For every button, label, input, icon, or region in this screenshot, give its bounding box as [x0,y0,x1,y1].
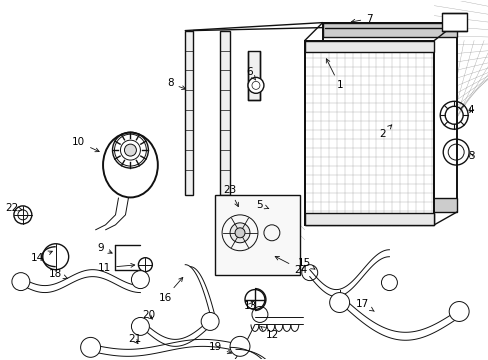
Ellipse shape [258,216,285,250]
Bar [304,41,433,225]
Circle shape [263,201,280,219]
Bar [304,41,433,225]
Text: 14: 14 [31,251,52,263]
Text: 22: 22 [5,203,22,213]
Text: 20: 20 [142,310,155,320]
Bar [304,41,433,53]
Text: 17: 17 [355,298,373,311]
Circle shape [131,318,149,336]
Circle shape [12,273,30,291]
Bar [304,41,433,53]
Text: 10: 10 [72,137,99,152]
Circle shape [448,302,468,321]
Text: 21: 21 [127,334,141,345]
Text: 8: 8 [166,78,185,90]
Text: 19: 19 [208,342,231,354]
Text: 15: 15 [298,258,314,269]
Text: 6: 6 [246,67,255,80]
Text: 24: 24 [275,256,307,275]
Circle shape [201,312,219,330]
Circle shape [229,223,249,243]
Bar [215,195,299,275]
Bar [441,13,466,31]
Circle shape [247,77,264,93]
Polygon shape [247,50,260,100]
Text: 9: 9 [97,243,112,253]
Text: 7: 7 [350,14,372,24]
Ellipse shape [103,133,158,197]
Polygon shape [220,31,229,195]
Bar [304,213,433,225]
Circle shape [124,144,136,156]
Circle shape [81,337,101,357]
Circle shape [131,271,149,289]
Text: 11: 11 [98,263,134,273]
Text: 3: 3 [467,151,473,161]
Text: 4: 4 [467,105,473,115]
Text: 5: 5 [256,200,268,210]
Text: 18: 18 [49,269,68,279]
Bar [304,213,433,225]
Text: 1: 1 [325,59,342,90]
Bar [322,23,456,212]
Circle shape [235,228,244,238]
Circle shape [329,293,349,312]
Text: 23: 23 [223,185,238,207]
Polygon shape [185,31,193,195]
Circle shape [229,336,249,356]
Text: 2: 2 [378,125,391,139]
Bar [304,41,433,225]
Text: 13: 13 [243,301,256,311]
Text: 12: 12 [260,327,279,341]
Bar [322,23,456,37]
Text: 16: 16 [159,278,183,302]
Bar [322,198,456,212]
Bar [304,41,433,225]
